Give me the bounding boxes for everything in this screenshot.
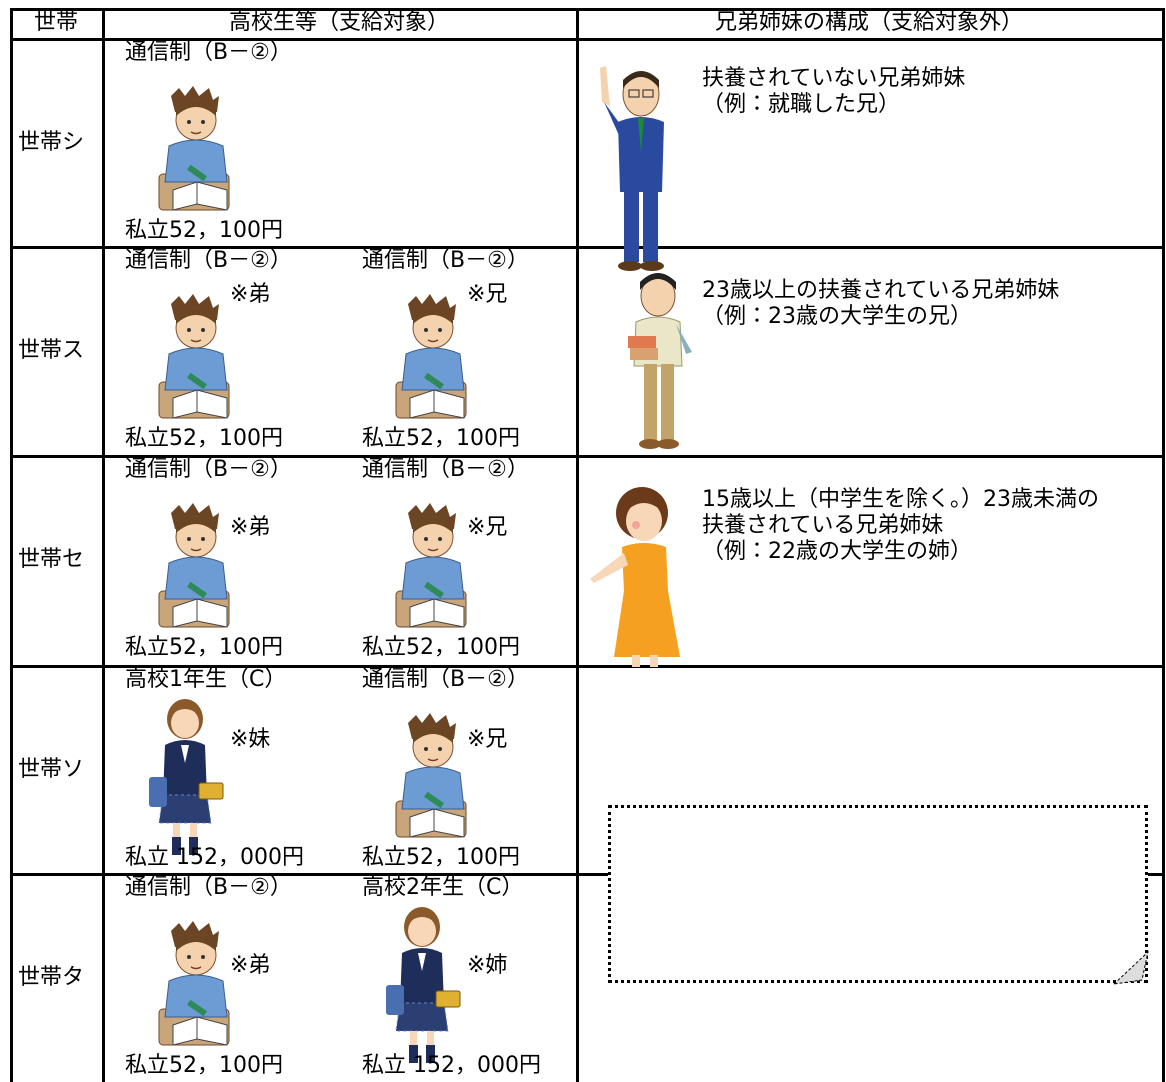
sibling-text: 23歳以上の扶養されている兄弟姉妹 [702, 278, 1060, 303]
course-label: 通信制（B－②） [362, 248, 529, 273]
table-border [576, 8, 579, 1082]
course-label: 高校1年生（C） [125, 667, 287, 692]
illustration [584, 481, 694, 675]
amount-label: 私立52，100円 [362, 426, 520, 451]
table-border [102, 8, 105, 1082]
student-note: ※姉 [467, 953, 508, 978]
household-label: 世帯ス [18, 338, 85, 363]
column-header: 兄弟姉妹の構成（支給対象外） [714, 10, 1024, 35]
illustration [145, 697, 225, 871]
table-border [10, 665, 1165, 668]
sibling-text: 15歳以上（中学生を除く。）23歳未満の [702, 487, 1099, 512]
course-label: 通信制（B－②） [125, 248, 292, 273]
illustration [596, 62, 676, 276]
household-label: 世帯ソ [18, 757, 85, 782]
table-border [10, 38, 1165, 41]
column-header: 世帯 [33, 10, 79, 35]
amount-label: 私立52，100円 [125, 218, 283, 243]
course-label: 通信制（B－②） [125, 875, 292, 900]
course-label: 通信制（B－②） [125, 40, 292, 65]
amount-label: 私立52，100円 [125, 635, 283, 660]
course-label: 通信制（B－②） [362, 667, 529, 692]
student-note: ※兄 [467, 515, 508, 540]
table-border [10, 8, 13, 1082]
amount-label: 私立52，100円 [125, 1053, 283, 1078]
table-border [1162, 8, 1165, 1082]
table-border [10, 246, 1165, 249]
illustration [157, 503, 237, 635]
illustration [394, 713, 474, 845]
household-label: 世帯タ [18, 965, 85, 990]
student-note: ※兄 [467, 727, 508, 752]
table-border [10, 8, 1165, 11]
callout-corner [1112, 950, 1152, 990]
student-note: ※弟 [230, 282, 271, 307]
illustration [394, 503, 474, 635]
student-note: ※兄 [467, 282, 508, 307]
illustration [394, 294, 474, 426]
table-border [10, 455, 1165, 458]
table-border [10, 873, 1165, 876]
illustration [157, 86, 237, 218]
student-note: ※弟 [230, 515, 271, 540]
sibling-text: 扶養されていない兄弟姉妹 [702, 66, 966, 91]
sibling-text: （例：23歳の大学生の兄） [702, 304, 972, 329]
household-label: 世帯セ [18, 547, 85, 572]
amount-label: 私立52，100円 [362, 845, 520, 870]
sibling-text: 扶養されている兄弟姉妹 [702, 513, 944, 538]
course-label: 通信制（B－②） [125, 457, 292, 482]
illustration [157, 921, 237, 1053]
callout-box [608, 805, 1148, 983]
illustration [157, 294, 237, 426]
illustration [382, 905, 462, 1079]
household-label: 世帯シ [18, 130, 85, 155]
amount-label: 私立52，100円 [362, 635, 520, 660]
amount-label: 私立52，100円 [125, 426, 283, 451]
illustration [620, 266, 700, 455]
course-label: 通信制（B－②） [362, 457, 529, 482]
amount-label: 私立 152，000円 [125, 845, 304, 870]
sibling-text: （例：就職した兄） [702, 92, 901, 117]
column-header: 高校生等（支給対象） [228, 10, 450, 35]
sibling-text: （例：22歳の大学生の姉） [702, 539, 972, 564]
course-label: 高校2年生（C） [362, 875, 524, 900]
student-note: ※弟 [230, 953, 271, 978]
student-note: ※妹 [230, 727, 271, 752]
amount-label: 私立 152，000円 [362, 1053, 541, 1078]
